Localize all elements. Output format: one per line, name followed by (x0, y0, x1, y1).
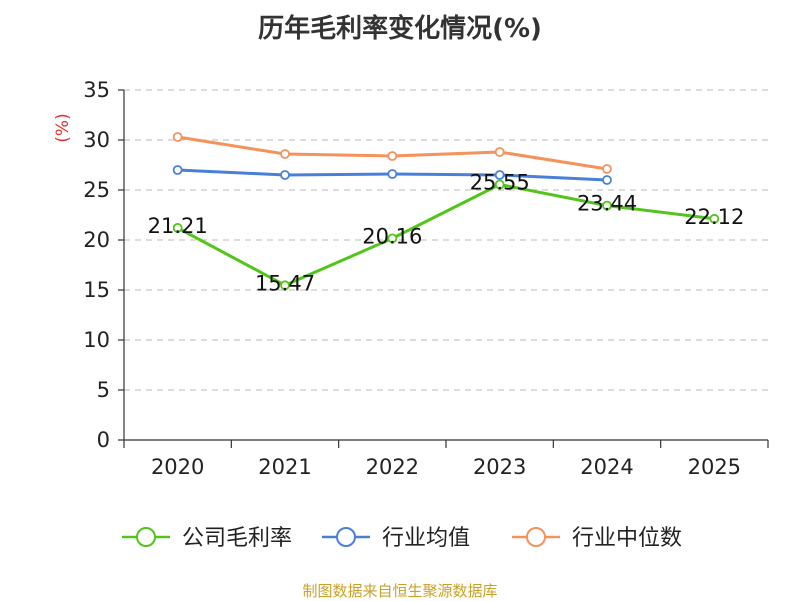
data-point (602, 200, 612, 211)
x-tick-label: 2021 (258, 455, 311, 479)
y-axis-label: (%) (53, 113, 73, 142)
x-tick-label: 2024 (580, 455, 633, 479)
data-point (494, 179, 505, 190)
data-label: 15.47 (255, 271, 315, 295)
data-point (387, 233, 398, 244)
data-labels: 21.21 15.47 20.16 25.55 23.44 22.12 (148, 171, 745, 296)
legend-marker (526, 527, 546, 547)
y-tick-label: 20 (83, 228, 110, 252)
legend-label: 公司毛利率 (182, 526, 292, 551)
data-label: 25.55 (470, 171, 530, 195)
legend-label: 行业均值 (382, 526, 470, 551)
chart-title: 历年毛利率变化情况(%) (258, 14, 542, 44)
data-point (387, 169, 398, 179)
legend-label: 行业中位数 (572, 526, 682, 551)
y-tick-label: 5 (97, 378, 110, 402)
legend-marker (336, 527, 356, 547)
x-tick-label: 2025 (688, 455, 741, 479)
data-point (280, 149, 290, 159)
data-label: 22.12 (684, 205, 744, 229)
source-note: 制图数据来自恒生聚源数据库 (302, 582, 498, 600)
data-point (494, 170, 505, 180)
x-tick-label: 2022 (366, 455, 419, 479)
legend-marker (136, 527, 156, 547)
y-tick-label: 25 (83, 178, 110, 202)
data-label: 23.44 (577, 192, 637, 216)
data-label: 20.16 (362, 224, 422, 248)
data-point (387, 151, 398, 161)
data-point (280, 170, 290, 180)
data-point (172, 132, 183, 142)
data-point (172, 222, 183, 233)
data-point (602, 164, 612, 174)
x-tick-label: 2023 (473, 455, 526, 479)
series-lines (172, 132, 720, 291)
y-tick-label: 35 (83, 78, 110, 102)
data-point (172, 165, 183, 175)
x-tick-label: 2020 (151, 455, 204, 479)
y-tick-label: 0 (97, 428, 110, 452)
data-point (280, 280, 290, 291)
data-label: 21.21 (148, 214, 208, 238)
data-point (602, 175, 612, 185)
y-tick-label: 15 (83, 278, 110, 302)
data-point (494, 147, 505, 157)
grid-lines (124, 89, 768, 391)
legend: 公司毛利率 行业均值 行业中位数 (122, 526, 682, 551)
y-tick-label: 30 (83, 128, 110, 152)
data-point (709, 213, 720, 224)
series-line (176, 183, 715, 287)
y-tick-label: 10 (83, 328, 110, 352)
